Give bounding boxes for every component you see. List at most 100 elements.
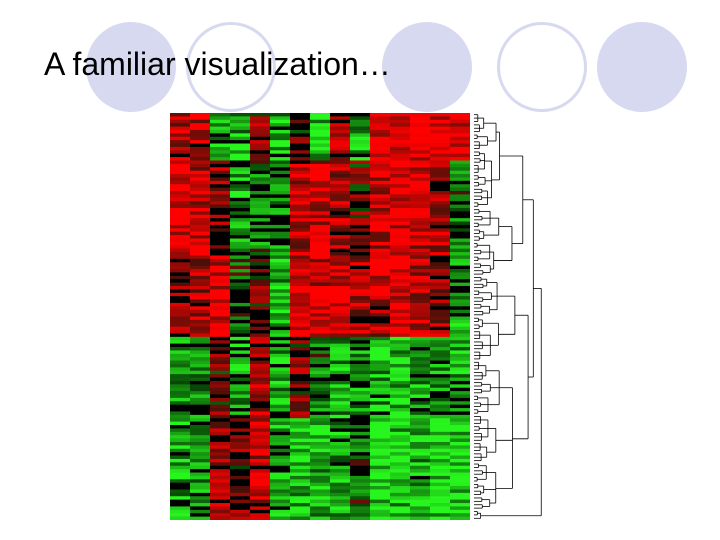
- heatmap-cell: [170, 136, 191, 141]
- heatmap-cell: [310, 160, 331, 165]
- heatmap-cell: [370, 479, 391, 483]
- heatmap-cell: [230, 136, 251, 141]
- heatmap-cell: [210, 441, 231, 446]
- heatmap-cell: [190, 160, 211, 165]
- heatmap-cell: [330, 513, 351, 517]
- heatmap-cell: [290, 428, 311, 433]
- heatmap-cell: [310, 306, 331, 311]
- heatmap-cell: [410, 411, 431, 416]
- heatmap-cell: [450, 377, 470, 382]
- heatmap-cell: [250, 252, 271, 256]
- heatmap-cell: [270, 248, 291, 253]
- heatmap-cell: [210, 157, 231, 161]
- heatmap-cell: [450, 269, 470, 273]
- heatmap-cell: [270, 370, 291, 375]
- heatmap-cell: [270, 503, 291, 507]
- heatmap-cell: [170, 299, 191, 304]
- heatmap-cell: [410, 418, 431, 422]
- heatmap-cell: [270, 187, 291, 192]
- heatmap-cell: [170, 336, 191, 341]
- heatmap-cell: [290, 336, 311, 341]
- heatmap-cell: [370, 269, 391, 273]
- heatmap-cell: [430, 146, 451, 151]
- heatmap-cell: [410, 224, 431, 229]
- heatmap-cell: [430, 323, 451, 327]
- heatmap-cell: [210, 428, 231, 433]
- decor-circle-1: [86, 22, 176, 112]
- heatmap-cell: [190, 116, 211, 121]
- heatmap-cell: [370, 302, 391, 307]
- heatmap-cell: [330, 380, 351, 385]
- heatmap-cell: [210, 421, 231, 426]
- heatmap-cell: [190, 509, 211, 514]
- heatmap-cell: [410, 445, 431, 450]
- heatmap-cell: [410, 452, 431, 456]
- heatmap-cell: [450, 516, 470, 520]
- heatmap-cell: [430, 496, 451, 500]
- heatmap-cell: [350, 319, 371, 324]
- heatmap-cell: [250, 425, 271, 429]
- heatmap-cell: [190, 289, 211, 294]
- heatmap-cell: [270, 319, 291, 324]
- heatmap-cell: [390, 282, 411, 287]
- heatmap-cell: [330, 370, 351, 375]
- heatmap-cell: [390, 224, 411, 229]
- heatmap-cell: [250, 201, 271, 205]
- heatmap-cell: [190, 231, 211, 236]
- heatmap-cell: [390, 411, 411, 416]
- heatmap-cell: [310, 357, 331, 361]
- heatmap-cell: [170, 333, 191, 338]
- heatmap-cell: [310, 302, 331, 307]
- heatmap-cell: [350, 401, 371, 405]
- heatmap-cell: [350, 235, 371, 239]
- heatmap-cell: [390, 455, 411, 460]
- heatmap-cell: [190, 302, 211, 307]
- heatmap-cell: [170, 455, 191, 460]
- heatmap-cell: [450, 353, 470, 358]
- heatmap-cell: [190, 201, 211, 205]
- heatmap-cell: [370, 262, 391, 266]
- heatmap-cell: [250, 167, 271, 171]
- heatmap-cell: [290, 197, 311, 202]
- heatmap-cell: [190, 245, 211, 249]
- heatmap-cell: [290, 272, 311, 277]
- heatmap-cell: [190, 472, 211, 477]
- heatmap-cell: [350, 509, 371, 514]
- heatmap-cell: [290, 397, 311, 402]
- heatmap-cell: [370, 438, 391, 443]
- heatmap-cell: [230, 116, 251, 121]
- heatmap-cell: [190, 357, 211, 361]
- heatmap-cell: [410, 258, 431, 263]
- heatmap-cell: [410, 296, 431, 300]
- heatmap-cell: [390, 194, 411, 199]
- heatmap-cell: [330, 201, 351, 205]
- heatmap-cell: [450, 482, 470, 487]
- heatmap-cell: [270, 221, 291, 226]
- heatmap-cell: [350, 380, 371, 385]
- heatmap-cell: [190, 123, 211, 127]
- heatmap-cell: [390, 313, 411, 317]
- heatmap-cell: [230, 241, 251, 246]
- heatmap-cell: [370, 163, 391, 168]
- heatmap-cell: [410, 472, 431, 477]
- heatmap-cell: [350, 292, 371, 297]
- heatmap-cell: [170, 441, 191, 446]
- heatmap-cell: [190, 479, 211, 483]
- heatmap-cell: [250, 479, 271, 483]
- heatmap-cell: [230, 207, 251, 212]
- heatmap-cell: [270, 153, 291, 158]
- heatmap-cell: [310, 336, 331, 341]
- heatmap-cell: [310, 496, 331, 500]
- heatmap-cell: [310, 469, 331, 473]
- heatmap-cell: [410, 160, 431, 165]
- heatmap-cell: [170, 384, 191, 389]
- heatmap-cell: [290, 167, 311, 171]
- heatmap-cell: [390, 384, 411, 389]
- heatmap-cell: [190, 136, 211, 141]
- heatmap-cell: [370, 482, 391, 487]
- heatmap-cell: [450, 418, 470, 422]
- heatmap-cell: [290, 357, 311, 361]
- heatmap-cell: [190, 367, 211, 372]
- heatmap-cell: [250, 330, 271, 334]
- heatmap-cell: [310, 129, 331, 134]
